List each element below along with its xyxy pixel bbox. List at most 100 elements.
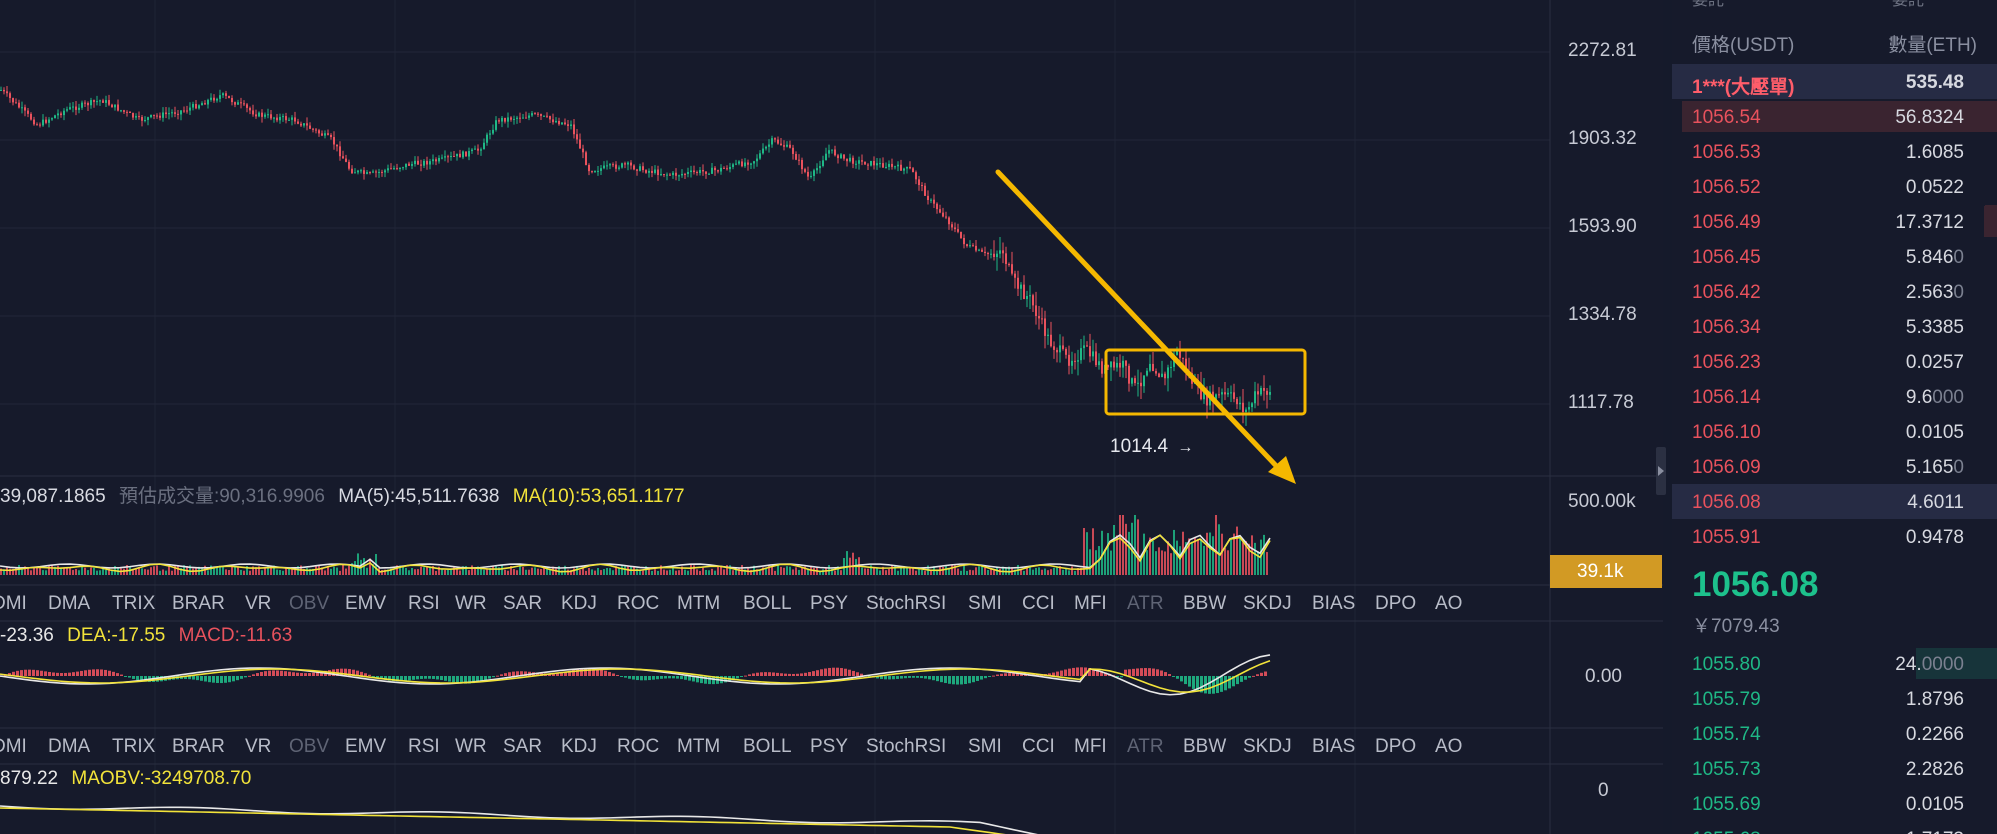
indicator-tab-bias[interactable]: BIAS (1312, 736, 1356, 757)
indicator-tab-atr[interactable]: ATR (1127, 736, 1164, 757)
volume-bar (1245, 541, 1247, 575)
candle-body (822, 160, 824, 167)
indicator-tab-skdj[interactable]: SKDJ (1243, 593, 1292, 614)
indicator-tab-obv[interactable]: OBV (289, 736, 330, 757)
indicator-tab-boll[interactable]: BOLL (743, 593, 792, 614)
candle-body (576, 134, 578, 140)
ask-row[interactable]: 1056.09 5.1650 (1672, 449, 1997, 484)
indicator-tab-bbw[interactable]: BBW (1183, 736, 1227, 757)
ask-row[interactable]: 1056.42 2.5630 (1672, 274, 1997, 309)
ask-row[interactable]: 1056.23 0.0257 (1672, 344, 1997, 379)
indicator-tab-brar[interactable]: BRAR (172, 736, 225, 757)
indicator-tab-kdj[interactable]: KDJ (561, 736, 597, 757)
indicator-tab-rsi[interactable]: RSI (408, 593, 440, 614)
indicator-tab-psy[interactable]: PSY (810, 593, 849, 614)
indicator-tab-dmi[interactable]: DMI (0, 593, 27, 614)
chart-area[interactable]: 2272.81 1903.32 1593.90 1334.78 1117.78 1014… (0, 0, 1663, 834)
ask-row[interactable]: 1056.10 0.0105 (1672, 414, 1997, 449)
volume-bar (570, 570, 572, 575)
collapse-panel-button[interactable] (1656, 447, 1666, 495)
indicator-tab-brar[interactable]: BRAR (172, 593, 225, 614)
indicator-tab-bbw[interactable]: BBW (1183, 593, 1227, 614)
indicator-tab-dpo[interactable]: DPO (1375, 593, 1417, 614)
order-book-top-right[interactable]: 委託 (1892, 0, 1925, 9)
volume-bar (1131, 522, 1133, 575)
indicator-tab-cci[interactable]: CCI (1022, 593, 1055, 614)
indicator-tab-kdj[interactable]: KDJ (561, 593, 597, 614)
candle-body (747, 162, 749, 165)
indicator-tab-obv[interactable]: OBV (289, 593, 330, 614)
indicator-tab-trix[interactable]: TRIX (112, 593, 156, 614)
bid-row[interactable]: 1055.79 1.8796 (1672, 681, 1997, 716)
bid-row[interactable]: 1055.69 0.0105 (1672, 786, 1997, 821)
indicator-tab-dma[interactable]: DMA (48, 736, 91, 757)
ask-row[interactable]: 1056.49 17.3712 (1672, 204, 1997, 239)
indicator-tab-trix[interactable]: TRIX (112, 736, 156, 757)
volume-bar (1200, 539, 1202, 575)
bid-row[interactable]: 1055.73 2.2826 (1672, 751, 1997, 786)
candle-body (225, 93, 227, 96)
indicator-tab-stochrsi[interactable]: StochRSI (866, 593, 947, 614)
indicator-tab-sar[interactable]: SAR (503, 736, 543, 757)
ask-row[interactable]: 1***(大壓單) 535.48 (1672, 64, 1997, 99)
macd-histogram-bar (536, 672, 539, 676)
bid-row[interactable]: 1055.68 1.7173 (1672, 821, 1997, 834)
indicator-tab-roc[interactable]: ROC (617, 736, 660, 757)
indicator-tab-boll[interactable]: BOLL (743, 736, 792, 757)
ask-row[interactable]: 1056.54 56.8324 (1672, 99, 1997, 134)
indicator-tab-stochrsi[interactable]: StochRSI (866, 736, 947, 757)
ask-row[interactable]: 1056.08 4.6011 (1672, 484, 1997, 519)
indicator-tab-smi[interactable]: SMI (968, 593, 1002, 614)
kline-chart-canvas[interactable] (0, 0, 1663, 834)
order-book-top-left[interactable]: 委託 (1692, 0, 1725, 9)
indicator-tab-ao[interactable]: AO (1435, 736, 1463, 757)
indicator-tab-emv[interactable]: EMV (345, 736, 387, 757)
ask-row[interactable]: 1056.52 0.0522 (1672, 169, 1997, 204)
indicator-tab-sar[interactable]: SAR (503, 593, 543, 614)
volume-bar (489, 567, 491, 575)
volume-bar (720, 566, 722, 575)
macd-legend: -23.36 DEA:-17.55 MACD:-11.63 (0, 625, 292, 647)
indicator-tab-psy[interactable]: PSY (810, 736, 849, 757)
indicator-tab-atr[interactable]: ATR (1127, 593, 1164, 614)
indicator-tab-mfi[interactable]: MFI (1074, 593, 1107, 614)
indicator-tab-cci[interactable]: CCI (1022, 736, 1055, 757)
ask-row[interactable]: 1056.34 5.3385 (1672, 309, 1997, 344)
indicator-tab-bias[interactable]: BIAS (1312, 593, 1356, 614)
indicator-tab-rsi[interactable]: RSI (408, 736, 440, 757)
volume-bar (618, 567, 620, 575)
bid-row[interactable]: 1055.74 0.2266 (1672, 716, 1997, 751)
indicator-tab-vr[interactable]: VR (245, 593, 272, 614)
indicator-tab-mtm[interactable]: MTM (677, 593, 721, 614)
candle-body (600, 168, 602, 171)
indicator-tab-ao[interactable]: AO (1435, 593, 1463, 614)
macd-histogram-bar (200, 676, 203, 681)
bid-row[interactable]: 1055.80 24.0000 (1672, 646, 1997, 681)
candle-body (930, 199, 932, 201)
ask-row[interactable]: 1056.14 9.6000 (1672, 379, 1997, 414)
indicator-tab-smi[interactable]: SMI (968, 736, 1002, 757)
indicator-tab-vr[interactable]: VR (245, 736, 272, 757)
ask-row[interactable]: 1056.53 1.6085 (1672, 134, 1997, 169)
indicator-tab-mtm[interactable]: MTM (677, 736, 721, 757)
candle-body (1245, 409, 1247, 413)
indicator-tab-dmi[interactable]: DMI (0, 736, 27, 757)
indicator-tab-wr[interactable]: WR (455, 593, 487, 614)
indicator-tab-mfi[interactable]: MFI (1074, 736, 1107, 757)
indicator-tab-dpo[interactable]: DPO (1375, 736, 1417, 757)
candle-body (1098, 361, 1100, 366)
macd-histogram-bar (244, 676, 247, 678)
ask-quantity: 5.8460 (1906, 247, 1964, 269)
candle-body (1140, 382, 1142, 387)
indicator-tab-wr[interactable]: WR (455, 736, 487, 757)
indicator-tab-emv[interactable]: EMV (345, 593, 387, 614)
indicator-tab-roc[interactable]: ROC (617, 593, 660, 614)
ask-row[interactable]: 1055.91 0.9478 (1672, 519, 1997, 554)
volume-bar (966, 570, 968, 575)
bid-quantity: 24.0000 (1895, 654, 1964, 676)
indicator-tab-skdj[interactable]: SKDJ (1243, 736, 1292, 757)
volume-bar (483, 569, 485, 575)
macd-histogram-bar (1128, 669, 1131, 676)
indicator-tab-dma[interactable]: DMA (48, 593, 91, 614)
ask-row[interactable]: 1056.45 5.8460 (1672, 239, 1997, 274)
